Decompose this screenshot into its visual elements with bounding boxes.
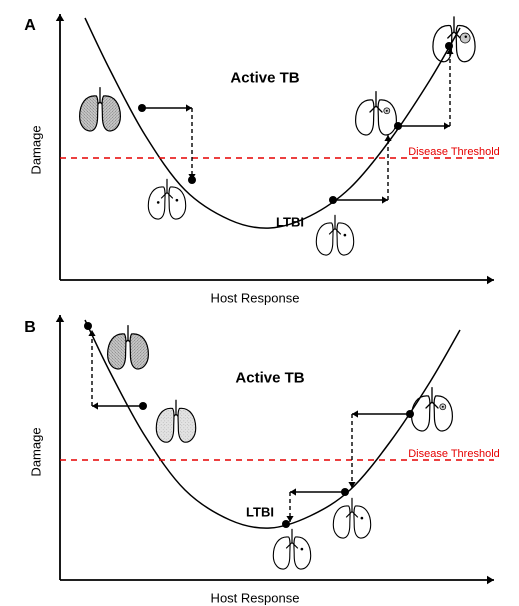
- lung-icon: [412, 388, 453, 431]
- lung-icon: [108, 326, 149, 369]
- panel-label-b: B: [24, 319, 36, 337]
- region-ltbi-a: LTBI: [276, 215, 304, 230]
- curves-group: [85, 18, 460, 528]
- region-active-a: Active TB: [230, 70, 299, 87]
- threshold-label-a: Disease Threshold: [408, 146, 500, 158]
- lung-icon: [356, 92, 397, 135]
- threshold-group: [60, 158, 494, 460]
- lung-icon: [156, 400, 195, 442]
- region-ltbi-b: LTBI: [246, 505, 274, 520]
- axis-x-label-a: Host Response: [211, 291, 300, 306]
- lung-icon: [316, 215, 353, 255]
- axis-x-label-b: Host Response: [211, 591, 300, 606]
- panel-label-a: A: [24, 17, 36, 35]
- axis-y-label-b: Damage: [29, 427, 44, 476]
- threshold-label-b: Disease Threshold: [408, 448, 500, 460]
- lung-icon: [333, 498, 370, 538]
- region-active-b: Active TB: [235, 370, 304, 387]
- markers-group: [84, 42, 453, 528]
- lung-icon: [80, 88, 121, 131]
- axis-y-label-a: Damage: [29, 125, 44, 174]
- arrows-group: [88, 48, 453, 522]
- lung-icon: [273, 529, 310, 569]
